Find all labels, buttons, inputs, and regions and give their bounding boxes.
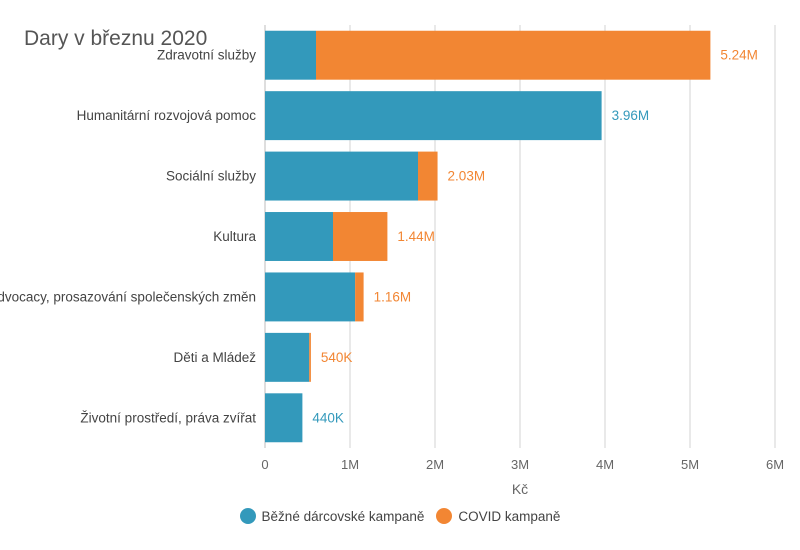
bar-regular-campaigns[interactable]	[265, 393, 303, 443]
total-value-label: 540K	[321, 350, 353, 365]
legend-item-regular[interactable]: Běžné dárcovské kampaně	[239, 508, 425, 524]
legend-swatch-covid	[436, 508, 453, 524]
chart-labels: 0 1M 2M 3M 4M 5M 6M Zdravotní služby 5.24M Humani…	[0, 48, 784, 472]
legend-item-covid[interactable]: COVID kampaně	[436, 508, 560, 524]
bar-covid-campaigns[interactable]	[333, 212, 388, 261]
x-tick-label: 0	[261, 457, 268, 472]
bars	[265, 30, 711, 443]
x-axis-label: Kč	[512, 481, 528, 497]
total-value-label: 3.96M	[612, 108, 650, 123]
bar-covid-campaigns[interactable]	[316, 30, 711, 80]
bar-covid-campaigns[interactable]	[355, 272, 364, 322]
category-label: Zdravotní služby	[157, 48, 256, 63]
bar-regular-campaigns[interactable]	[265, 272, 356, 322]
legend-label-regular: Běžné dárcovské kampaně	[261, 508, 425, 524]
bar-regular-campaigns[interactable]	[265, 30, 316, 80]
bar-regular-campaigns[interactable]	[265, 332, 310, 382]
x-tick-label: 5M	[681, 457, 699, 472]
bar-regular-campaigns[interactable]	[265, 151, 418, 201]
bar-covid-campaigns[interactable]	[309, 332, 311, 382]
x-tick-label: 2M	[426, 457, 444, 472]
total-value-label: 2.03M	[448, 169, 486, 184]
category-label: Humanitární rozvojová pomoc	[77, 108, 257, 123]
x-tick-label: 4M	[596, 457, 614, 472]
chart-title: Dary v březnu 2020	[24, 27, 208, 50]
total-value-label: 5.24M	[720, 48, 758, 63]
bar-regular-campaigns[interactable]	[265, 212, 333, 261]
total-value-label: 440K	[312, 410, 344, 425]
x-tick-label: 6M	[766, 457, 784, 472]
bar-covid-campaigns[interactable]	[418, 151, 438, 201]
category-label: Životní prostředí, práva zvířat	[80, 410, 256, 425]
total-value-label: 1.16M	[374, 289, 412, 304]
x-tick-label: 1M	[341, 457, 359, 472]
legend: Běžné dárcovské kampaně COVID kampaně	[0, 508, 800, 524]
bar-regular-campaigns[interactable]	[265, 91, 602, 141]
total-value-label: 1.44M	[397, 229, 435, 244]
legend-swatch-regular	[239, 508, 256, 524]
legend-label-covid: COVID kampaně	[458, 508, 561, 524]
category-label: Advocacy, prosazování společenských změn	[0, 289, 256, 304]
category-label: Sociální služby	[166, 169, 256, 184]
category-label: Kultura	[213, 229, 256, 244]
x-tick-label: 3M	[511, 457, 529, 472]
category-label: Děti a Mládež	[173, 350, 256, 365]
